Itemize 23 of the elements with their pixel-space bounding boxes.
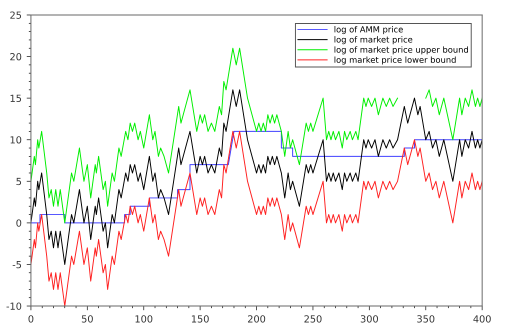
x-tick-label: 100 bbox=[136, 315, 152, 323]
x-tick-label: 50 bbox=[82, 315, 93, 323]
x-tick-label: 200 bbox=[248, 315, 266, 323]
y-tick-label: 0 bbox=[16, 219, 22, 227]
legend-label: log of AMM price bbox=[334, 26, 403, 34]
x-tick-label: 400 bbox=[473, 315, 491, 323]
y-tick-label: 10 bbox=[10, 136, 22, 144]
line-series bbox=[30, 89, 482, 265]
legend-label: log of market price upper bound bbox=[334, 46, 468, 54]
x-tick-label: 250 bbox=[304, 315, 322, 323]
y-tick-label: 5 bbox=[16, 178, 22, 186]
x-tick-label: 350 bbox=[417, 315, 434, 323]
legend-label: log of market price bbox=[334, 36, 412, 44]
y-tick-label: 15 bbox=[10, 94, 22, 102]
y-tick-label: -10 bbox=[6, 302, 22, 310]
x-tick-label: 300 bbox=[360, 315, 378, 323]
x-tick-label: 150 bbox=[192, 315, 209, 323]
legend-label: log market price lower bound bbox=[334, 56, 456, 65]
line-series bbox=[30, 130, 482, 224]
y-tick-label: 20 bbox=[10, 53, 22, 60]
y-tick-label: -5 bbox=[12, 261, 22, 268]
x-tick-label: 0 bbox=[28, 315, 34, 323]
y-tick-label: 25 bbox=[10, 11, 22, 19]
